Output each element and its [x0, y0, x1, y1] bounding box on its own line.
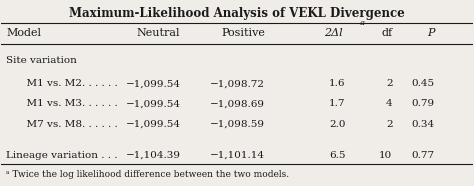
Text: 0.34: 0.34 [412, 120, 435, 129]
Text: 2: 2 [386, 120, 392, 129]
Text: 4: 4 [386, 100, 392, 108]
Text: Neutral: Neutral [137, 28, 181, 38]
Text: −1,098.69: −1,098.69 [210, 100, 265, 108]
Text: M1 vs. M3. . . . . .: M1 vs. M3. . . . . . [20, 100, 118, 108]
Text: Site variation: Site variation [6, 55, 77, 65]
Text: 1.7: 1.7 [329, 100, 346, 108]
Text: Model: Model [6, 28, 41, 38]
Text: ᵃ Twice the log likelihood difference between the two models.: ᵃ Twice the log likelihood difference be… [6, 170, 289, 179]
Text: 10: 10 [379, 151, 392, 160]
Text: 0.79: 0.79 [412, 100, 435, 108]
Text: 2.0: 2.0 [329, 120, 346, 129]
Text: −1,099.54: −1,099.54 [126, 79, 181, 88]
Text: 2: 2 [386, 79, 392, 88]
Text: M7 vs. M8. . . . . .: M7 vs. M8. . . . . . [20, 120, 118, 129]
Text: 6.5: 6.5 [329, 151, 346, 160]
Text: −1,098.72: −1,098.72 [210, 79, 265, 88]
Text: Positive: Positive [221, 28, 265, 38]
Text: 2Δl: 2Δl [324, 28, 343, 38]
Text: 1.6: 1.6 [329, 79, 346, 88]
Text: −1,099.54: −1,099.54 [126, 120, 181, 129]
Text: Maximum-Likelihood Analysis of VEKL Divergence: Maximum-Likelihood Analysis of VEKL Dive… [69, 7, 405, 20]
Text: −1,104.39: −1,104.39 [126, 151, 181, 160]
Text: Lineage variation . . .: Lineage variation . . . [6, 151, 118, 160]
Text: −1,101.14: −1,101.14 [210, 151, 265, 160]
Text: −1,099.54: −1,099.54 [126, 100, 181, 108]
Text: df: df [382, 28, 392, 38]
Text: M1 vs. M2. . . . . .: M1 vs. M2. . . . . . [20, 79, 118, 88]
Text: −1,098.59: −1,098.59 [210, 120, 265, 129]
Text: 0.45: 0.45 [412, 79, 435, 88]
Text: a: a [359, 19, 365, 27]
Text: P: P [428, 28, 435, 38]
Text: 0.77: 0.77 [412, 151, 435, 160]
